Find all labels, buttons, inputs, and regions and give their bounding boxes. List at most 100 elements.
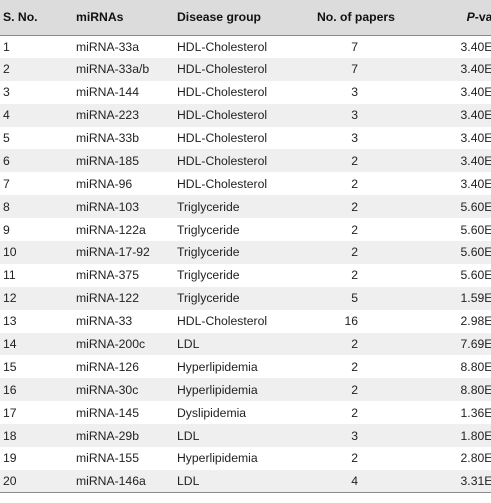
- cell-no-of-papers: 4: [301, 469, 422, 494]
- cell-pvalue: 1.80E-02: [460, 428, 491, 443]
- cell-disease-group: HDL-Cholesterol: [177, 131, 268, 145]
- cell-no-of-papers: 2: [351, 245, 358, 260]
- cell-no-of-papers: 2: [351, 153, 358, 168]
- table-row: 9 miRNA-122a Triglyceride 2 5.60E-05: [0, 218, 491, 241]
- cell-sno: 18: [3, 428, 17, 443]
- cell-pvalue: 8.80E-03: [460, 382, 491, 397]
- cell-sno: 11: [3, 268, 16, 283]
- cell-disease-group: HDL-Cholesterol: [177, 39, 268, 54]
- table-row: 11 miRNA-375 Triglyceride 2 5.60E-05: [0, 264, 491, 287]
- cell-disease-group: Triglyceride: [177, 245, 240, 260]
- cell-no-of-papers: 2: [351, 451, 358, 466]
- header-pvalue-italic: P: [466, 10, 475, 25]
- cell-disease-group: Hyperlipidemia: [177, 451, 258, 466]
- cell-pvalue: 5.60E-05: [460, 222, 491, 237]
- cell-disease-group: Hyperlipidemia: [177, 382, 258, 397]
- cell-no-of-papers: 3: [351, 85, 358, 100]
- cell-mirna: miRNA-33b: [76, 131, 139, 145]
- cell-sno: 14: [3, 337, 17, 352]
- cell-pvalue: 7.69E-03: [460, 337, 491, 352]
- cell-no-of-papers: 2: [351, 337, 358, 352]
- cell-no-of-papers: 2: [351, 222, 358, 237]
- cell-no-of-papers: 3: [351, 428, 358, 443]
- cell-mirna: miRNA-155: [76, 451, 139, 466]
- cell-sno: 7: [3, 176, 10, 191]
- header-row: S. No. miRNAs Disease group No. of paper…: [0, 0, 491, 36]
- table-row: 8 miRNA-103 Triglyceride 2 5.60E-05: [0, 195, 491, 219]
- cell-mirna: miRNA-96: [76, 176, 133, 191]
- cell-mirna: miRNA-144: [76, 85, 139, 100]
- cell-mirna: miRNA-122a: [76, 222, 146, 237]
- table-row: 17 miRNA-145 Dyslipidemia 2 1.36E-02: [0, 401, 491, 424]
- cell-mirna: miRNA-185: [76, 153, 139, 168]
- cell-no-of-papers: 2: [351, 382, 358, 397]
- cell-pvalue: 3.40E-05: [460, 153, 491, 168]
- cell-disease-group: HDL-Cholesterol: [177, 176, 268, 191]
- table-body: 1 miRNA-33a HDL-Cholesterol 7 3.40E-05 2 miRNA…: [0, 35, 491, 494]
- header-no-of-papers: No. of papers: [301, 0, 422, 36]
- header-disease-group: Disease group: [177, 0, 301, 36]
- cell-mirna: miRNA-145: [76, 405, 139, 420]
- cell-mirna: miRNA-223: [76, 108, 139, 123]
- cell-sno: 1: [3, 39, 10, 54]
- cell-mirna: miRNA-122: [76, 291, 139, 306]
- table-row: 19 miRNA-155 Hyperlipidemia 2 2.80E-02: [0, 447, 491, 470]
- cell-pvalue: 3.40E-05: [460, 62, 491, 77]
- cell-disease-group: Triglyceride: [177, 291, 240, 306]
- header-pvalue-rest: -value: [474, 10, 491, 25]
- cell-mirna: miRNA-33a: [76, 39, 139, 54]
- cell-pvalue: 2.98E-03: [460, 314, 491, 329]
- cell-sno: 4: [3, 108, 10, 123]
- cell-mirna: miRNA-375: [76, 268, 139, 283]
- cell-sno: 15: [3, 359, 17, 374]
- cell-pvalue: 3.40E-05: [460, 39, 491, 54]
- cell-mirna: miRNA-17-92: [76, 245, 150, 260]
- cell-mirna: miRNA-103: [76, 199, 139, 214]
- cell-sno: 12: [3, 291, 17, 306]
- cell-disease-group: HDL-Cholesterol: [177, 153, 268, 168]
- cell-disease-group: Triglyceride: [177, 199, 240, 214]
- cell-disease-group: Triglyceride: [177, 268, 240, 283]
- cell-pvalue: 1.36E-02: [460, 405, 491, 420]
- cell-disease-group: Triglyceride: [177, 222, 240, 237]
- cell-no-of-papers: 16: [344, 314, 358, 329]
- cell-sno: 5: [3, 131, 10, 145]
- cell-pvalue: 5.60E-05: [460, 199, 491, 214]
- table-row: 3 miRNA-144 HDL-Cholesterol 3 3.40E-05: [0, 81, 491, 104]
- cell-disease-group: LDL: [177, 337, 200, 352]
- cell-sno: 19: [3, 451, 17, 466]
- cell-disease-group: HDL-Cholesterol: [177, 62, 268, 77]
- cell-sno: 13: [3, 314, 17, 329]
- table-row: 14 miRNA-200c LDL 2 7.69E-03: [0, 332, 491, 356]
- cell-pvalue: 3.31E-02: [422, 469, 491, 494]
- table-row: 10 miRNA-17-92 Triglyceride 2 5.60E-05: [0, 241, 491, 264]
- cell-sno: 17: [3, 405, 17, 420]
- cell-sno: 2: [3, 62, 10, 77]
- cell-no-of-papers: 2: [351, 405, 358, 420]
- cell-no-of-papers: 7: [351, 62, 358, 77]
- cell-no-of-papers: 5: [351, 291, 358, 306]
- cell-pvalue: 3.40E-05: [460, 131, 491, 145]
- cell-disease-group: Dyslipidemia: [177, 405, 247, 420]
- table-row: 16 miRNA-30c Hyperlipidemia 2 8.80E-03: [0, 378, 491, 402]
- cell-no-of-papers: 2: [351, 176, 358, 191]
- cell-disease-group: HDL-Cholesterol: [177, 85, 268, 100]
- cell-mirna: miRNA-200c: [76, 337, 146, 352]
- cell-no-of-papers: 2: [351, 268, 358, 283]
- cell-pvalue: 3.40E-05: [460, 85, 491, 100]
- cell-disease-group: Hyperlipidemia: [177, 359, 258, 374]
- cell-sno: 20: [0, 469, 76, 494]
- table-header: S. No. miRNAs Disease group No. of paper…: [0, 0, 491, 36]
- cell-sno: 8: [3, 199, 10, 214]
- table-row: 13 miRNA-33 HDL-Cholesterol 16 2.98E-03: [0, 310, 491, 333]
- cell-disease-group: LDL: [177, 469, 301, 494]
- cell-disease-group: LDL: [177, 428, 200, 443]
- table-row: 4 miRNA-223 HDL-Cholesterol 3 3.40E-05: [0, 103, 491, 127]
- cell-pvalue: 3.40E-05: [460, 176, 491, 191]
- cell-no-of-papers: 7: [351, 39, 358, 54]
- header-sno: S. No.: [0, 0, 76, 36]
- table-row: 18 miRNA-29b LDL 3 1.80E-02: [0, 424, 491, 448]
- table-row: 5 miRNA-33b HDL-Cholesterol 3 3.40E-05: [0, 127, 491, 150]
